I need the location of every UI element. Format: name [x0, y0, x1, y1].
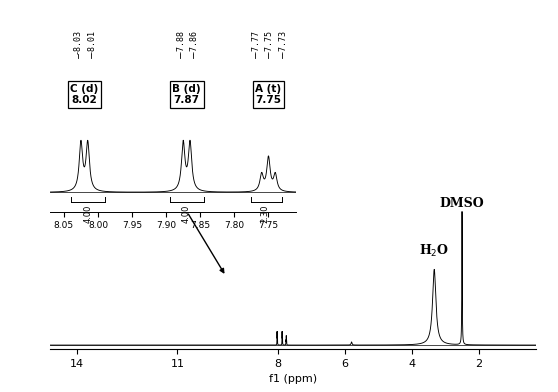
Text: -8.03: -8.03: [73, 29, 82, 54]
Text: -7.86: -7.86: [189, 29, 198, 54]
Text: 2.30: 2.30: [261, 205, 270, 223]
Text: H$_2$O: H$_2$O: [419, 243, 449, 259]
Text: A (t)
7.75: A (t) 7.75: [256, 83, 282, 105]
Text: B (d)
7.87: B (d) 7.87: [172, 83, 201, 105]
Text: C (d)
8.02: C (d) 8.02: [70, 83, 98, 105]
Text: -8.01: -8.01: [86, 29, 95, 54]
Text: DMSO: DMSO: [440, 197, 484, 210]
Text: 4.00: 4.00: [182, 205, 191, 223]
Text: -7.75: -7.75: [264, 29, 273, 54]
Text: -7.77: -7.77: [251, 29, 259, 54]
X-axis label: f1 (ppm): f1 (ppm): [269, 374, 317, 384]
Text: 4.00: 4.00: [83, 205, 92, 223]
Text: -7.88: -7.88: [175, 29, 184, 54]
Text: -7.73: -7.73: [277, 29, 287, 54]
